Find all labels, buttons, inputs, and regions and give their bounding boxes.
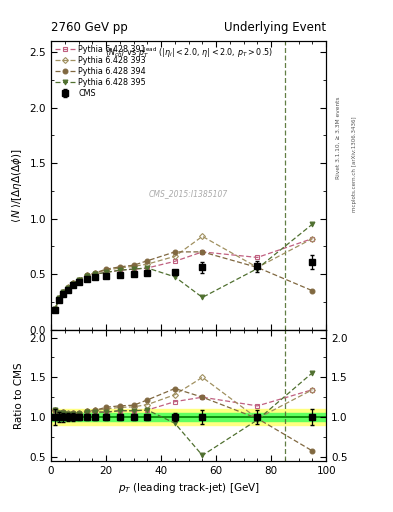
Pythia 6.428 394: [61, 289, 66, 295]
Pythia 6.428 391: [310, 236, 315, 242]
Pythia 6.428 395: [61, 289, 66, 295]
Pythia 6.428 393: [61, 289, 66, 295]
Pythia 6.428 393: [310, 236, 315, 242]
Text: Underlying Event: Underlying Event: [224, 21, 326, 34]
Pythia 6.428 394: [53, 306, 58, 312]
Pythia 6.428 391: [255, 254, 260, 261]
Pythia 6.428 391: [93, 271, 97, 277]
Pythia 6.428 394: [76, 276, 81, 283]
Pythia 6.428 393: [57, 295, 62, 301]
Pythia 6.428 395: [53, 306, 58, 312]
Pythia 6.428 395: [84, 273, 89, 279]
Line: Pythia 6.428 395: Pythia 6.428 395: [53, 222, 315, 311]
Pythia 6.428 393: [71, 280, 75, 286]
Line: Pythia 6.428 393: Pythia 6.428 393: [53, 234, 314, 311]
Pythia 6.428 395: [71, 281, 75, 287]
Text: mcplots.cern.ch [arXiv:1306.3436]: mcplots.cern.ch [arXiv:1306.3436]: [352, 116, 357, 211]
Pythia 6.428 391: [61, 289, 66, 295]
Text: 2760 GeV pp: 2760 GeV pp: [51, 21, 128, 34]
Pythia 6.428 395: [118, 267, 122, 273]
Pythia 6.428 394: [131, 262, 136, 268]
Pythia 6.428 393: [84, 272, 89, 279]
Pythia 6.428 391: [173, 258, 177, 264]
Pythia 6.428 391: [71, 281, 75, 287]
X-axis label: $p_T$ (leading track-jet) [GeV]: $p_T$ (leading track-jet) [GeV]: [118, 481, 260, 495]
Y-axis label: Ratio to CMS: Ratio to CMS: [14, 362, 24, 429]
Legend: Pythia 6.428 391, Pythia 6.428 393, Pythia 6.428 394, Pythia 6.428 395, CMS: Pythia 6.428 391, Pythia 6.428 393, Pyth…: [53, 42, 149, 100]
Pythia 6.428 394: [310, 288, 315, 294]
Text: CMS_2015:I1385107: CMS_2015:I1385107: [149, 189, 228, 199]
Pythia 6.428 393: [104, 267, 108, 273]
Pythia 6.428 391: [57, 295, 62, 302]
Pythia 6.428 394: [71, 280, 75, 286]
Pythia 6.428 395: [310, 221, 315, 227]
Pythia 6.428 391: [65, 285, 70, 291]
Pythia 6.428 394: [84, 272, 89, 279]
Pythia 6.428 394: [57, 295, 62, 301]
Pythia 6.428 394: [65, 285, 70, 291]
Pythia 6.428 394: [255, 264, 260, 270]
Pythia 6.428 391: [200, 249, 205, 255]
Pythia 6.428 395: [57, 295, 62, 301]
Pythia 6.428 395: [76, 277, 81, 283]
Pythia 6.428 395: [131, 266, 136, 272]
Pythia 6.428 393: [200, 233, 205, 240]
Pythia 6.428 394: [104, 266, 108, 272]
Pythia 6.428 393: [76, 276, 81, 283]
Pythia 6.428 391: [84, 273, 89, 280]
Pythia 6.428 391: [104, 269, 108, 275]
Pythia 6.428 391: [131, 266, 136, 272]
Pythia 6.428 393: [173, 253, 177, 260]
Line: Pythia 6.428 391: Pythia 6.428 391: [53, 236, 315, 311]
Pythia 6.428 391: [145, 265, 150, 271]
Pythia 6.428 393: [145, 261, 150, 267]
Y-axis label: $\langle\,N\,\rangle/[\Delta\eta\Delta(\Delta\phi)]$: $\langle\,N\,\rangle/[\Delta\eta\Delta(\…: [10, 148, 24, 223]
Pythia 6.428 391: [76, 277, 81, 283]
Pythia 6.428 393: [131, 263, 136, 269]
Line: Pythia 6.428 394: Pythia 6.428 394: [53, 249, 315, 311]
Pythia 6.428 393: [118, 265, 122, 271]
Pythia 6.428 395: [145, 265, 150, 271]
Pythia 6.428 391: [53, 306, 58, 312]
Pythia 6.428 395: [104, 269, 108, 275]
Pythia 6.428 394: [145, 258, 150, 264]
Text: $\langle N_{ch}\rangle$ vs $p_T^{\rm lead}$ ($|\eta_i|{<}2.0,\,\eta|{<}2.0,\,p_T: $\langle N_{ch}\rangle$ vs $p_T^{\rm lea…: [105, 45, 273, 60]
Pythia 6.428 394: [93, 270, 97, 276]
Pythia 6.428 395: [173, 274, 177, 280]
Pythia 6.428 394: [173, 249, 177, 255]
Pythia 6.428 393: [65, 284, 70, 290]
Text: Rivet 3.1.10, ≥ 3.3M events: Rivet 3.1.10, ≥ 3.3M events: [336, 97, 341, 180]
Pythia 6.428 393: [255, 264, 260, 270]
Pythia 6.428 395: [93, 271, 97, 277]
Pythia 6.428 393: [93, 270, 97, 276]
Pythia 6.428 395: [200, 294, 205, 301]
Bar: [51, 413, 326, 421]
Pythia 6.428 395: [65, 285, 70, 291]
Pythia 6.428 394: [118, 264, 122, 270]
Pythia 6.428 395: [255, 265, 260, 271]
Pythia 6.428 394: [200, 249, 205, 255]
Pythia 6.428 391: [118, 267, 122, 273]
Bar: [51, 409, 326, 425]
Pythia 6.428 393: [53, 306, 58, 312]
